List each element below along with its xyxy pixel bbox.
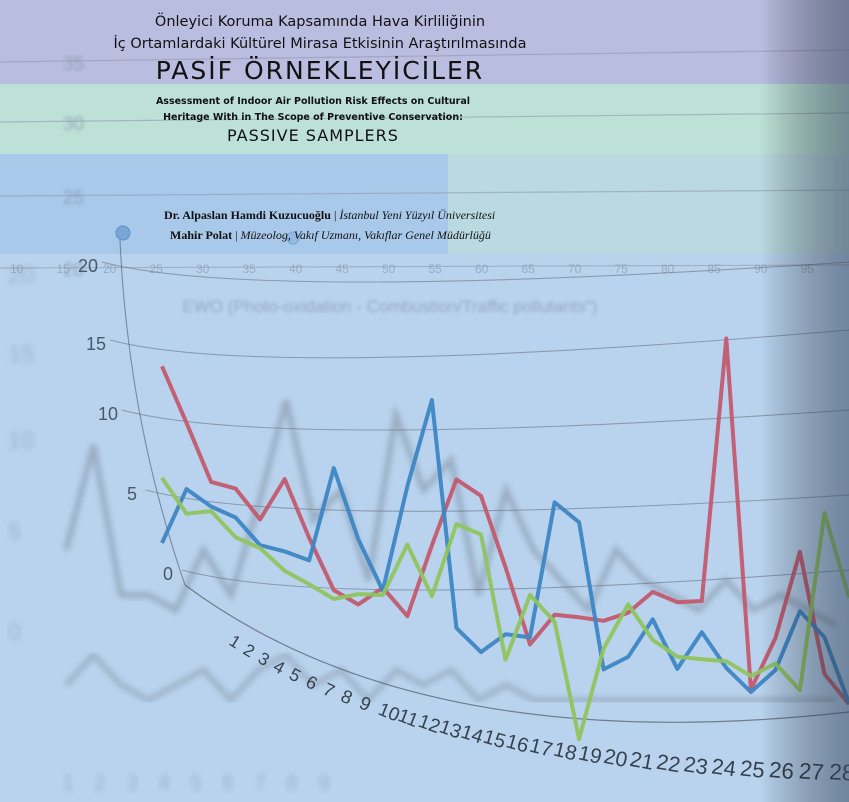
bottom-x-tick: 2 — [94, 770, 106, 795]
author-affiliation: Müzeolog, Vakıf Uzmanı, Vakıflar Genel M… — [240, 228, 491, 242]
back-x-tick: 55 — [429, 262, 443, 276]
marker-dot — [115, 225, 131, 241]
back-x-tick: 75 — [615, 262, 629, 276]
x-category-label: 24 — [710, 753, 737, 781]
faint-chart-caption: EWO (Photo-oxidation - Combustion/Traffi… — [182, 297, 597, 316]
back-y-tick: 35 — [63, 54, 84, 75]
marker-dot — [286, 231, 300, 245]
bottom-x-tick: 1 — [62, 770, 74, 795]
x-category-label: 1 — [226, 631, 244, 652]
title-english-main: PASSIVE SAMPLERS — [227, 126, 399, 145]
left-y-tick: 20 — [8, 262, 35, 289]
author-affiliation: İstanbul Yeni Yüzyıl Üniversitesi — [339, 208, 496, 222]
back-x-tick: 45 — [336, 262, 350, 276]
green-series-line — [160, 476, 849, 741]
author-name: Mahir Polat — [170, 228, 233, 242]
bottom-x-tick: 7 — [254, 770, 266, 795]
x-category-label: 9 — [356, 692, 374, 715]
title-turkish-main: PASİF ÖRNEKLEYİCİLER — [155, 56, 485, 85]
back-gridline — [0, 49, 849, 63]
author-line-2: Mahir Polat | Müzeolog, Vakıf Uzmanı, Va… — [170, 228, 491, 243]
blurred-series-line — [63, 399, 838, 628]
bottom-x-tick: 5 — [190, 770, 202, 795]
front-gridline — [181, 569, 849, 591]
back-x-tick: 80 — [661, 262, 675, 276]
back-gridline — [0, 189, 849, 197]
front-y-tick: 5 — [127, 484, 137, 504]
mint-band — [0, 84, 849, 154]
back-y-tick: 30 — [63, 114, 84, 135]
author-separator: | — [330, 208, 340, 222]
title-turkish-line-2: İç Ortamlardaki Kültürel Mirasa Etkisini… — [113, 36, 527, 52]
bottom-x-tick: 4 — [158, 770, 170, 795]
front-axis-line — [119, 239, 186, 586]
back-x-tick: 35 — [243, 262, 257, 276]
back-x-tick: 30 — [196, 262, 210, 276]
front-y-tick: 15 — [86, 334, 106, 354]
blurred-series-line — [63, 650, 836, 705]
back-x-tick: 10 — [10, 262, 24, 276]
left-y-tick: 10 — [8, 427, 35, 454]
left-y-tick: 15 — [8, 341, 35, 368]
blue-band — [0, 154, 849, 254]
back-gridline — [0, 112, 849, 123]
front-y-tick: 0 — [163, 564, 173, 584]
back-x-tick: 25 — [150, 262, 164, 276]
red-series-line — [160, 336, 849, 706]
bottom-x-tick: 8 — [286, 770, 298, 795]
bottom-x-tick: 3 — [126, 770, 138, 795]
front-gridline — [145, 489, 849, 512]
bottom-x-tick: 9 — [318, 770, 330, 795]
blue-series-line — [160, 398, 849, 704]
bottom-x-tick: 6 — [222, 770, 234, 795]
author-line-1: Dr. Alpaslan Hamdi Kuzucuoğlu | İstanbul… — [164, 208, 495, 223]
x-category-label: 22 — [655, 750, 683, 778]
back-y-tick: 20 — [63, 260, 84, 281]
left-y-tick: 0 — [8, 619, 21, 646]
x-category-label: 18 — [551, 738, 579, 766]
back-x-tick: 15 — [57, 262, 71, 276]
back-x-tick: 20 — [103, 262, 117, 276]
x-category-label: 8 — [338, 685, 356, 708]
front-gridline — [101, 261, 849, 283]
purple-band — [0, 0, 849, 84]
back-x-tick: 40 — [289, 262, 303, 276]
front-y-tick: 20 — [78, 256, 98, 276]
back-x-tick: 60 — [475, 262, 489, 276]
back-x-tick: 85 — [708, 262, 722, 276]
author-name: Dr. Alpaslan Hamdi Kuzucuoğlu — [164, 208, 331, 222]
x-category-label: 23 — [682, 751, 710, 779]
title-turkish-line-1: Önleyici Koruma Kapsamında Hava Kirliliğ… — [154, 14, 486, 30]
x-category-label: 21 — [628, 747, 656, 775]
back-x-tick: 50 — [382, 262, 396, 276]
front-gridline — [109, 329, 849, 359]
x-category-label: 20 — [602, 745, 630, 772]
back-x-tick: 70 — [568, 262, 582, 276]
title-english-line-2: Heritage With in The Scope of Preventive… — [163, 112, 463, 123]
left-y-tick: 5 — [8, 519, 21, 546]
back-gridline — [0, 264, 849, 269]
front-y-tick: 10 — [98, 404, 118, 424]
x-category-label: 19 — [576, 741, 604, 769]
front-gridline — [121, 409, 849, 431]
back-x-tick: 65 — [522, 262, 536, 276]
title-english-line-1: Assessment of Indoor Air Pollution Risk … — [155, 96, 471, 107]
author-separator: | — [232, 228, 241, 242]
x-category-label: 2 — [240, 639, 258, 661]
x-category-label: 17 — [527, 735, 555, 762]
front-axis-line — [184, 584, 849, 723]
back-y-tick: 25 — [63, 188, 84, 209]
